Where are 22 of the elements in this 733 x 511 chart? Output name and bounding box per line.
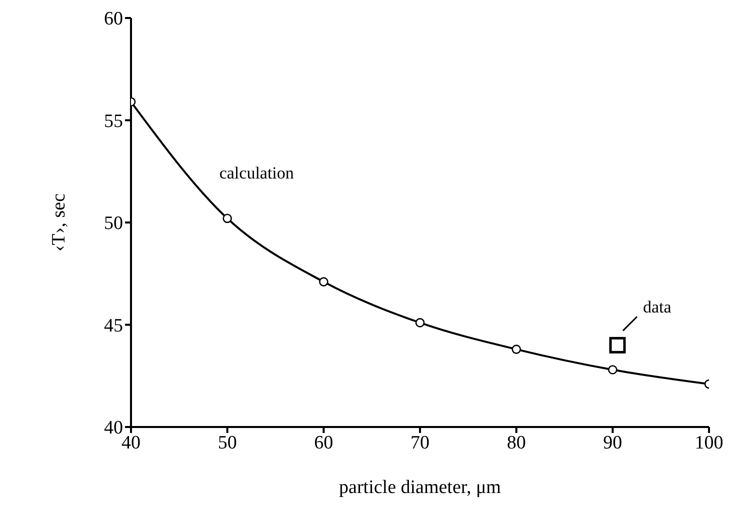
x-tick-label: 100	[694, 432, 724, 454]
point	[319, 277, 328, 286]
x-tick-label: 90	[603, 432, 622, 454]
x-tick-label: 60	[314, 432, 334, 454]
x-tick-label: 40	[122, 432, 140, 454]
point	[608, 365, 618, 374]
y-tick-label: 50	[104, 213, 123, 234]
series-label: calculation	[219, 163, 294, 182]
point	[609, 336, 626, 354]
x-axis-title: particle diameter, μm	[339, 477, 502, 498]
x-tick-label: 70	[410, 432, 430, 454]
x-tick-label: 50	[218, 432, 237, 454]
x-tick-label: 80	[506, 432, 526, 454]
point	[415, 318, 425, 328]
series-label: data	[642, 298, 672, 317]
y-tick-label: 45	[104, 315, 123, 336]
y-tick-label: 60	[104, 8, 123, 30]
y-tick-label: 40	[104, 418, 123, 439]
y-axis-title: ‹T›, sec	[48, 193, 70, 252]
y-tick-label: 55	[104, 110, 123, 132]
point	[222, 214, 232, 224]
point	[512, 344, 521, 354]
